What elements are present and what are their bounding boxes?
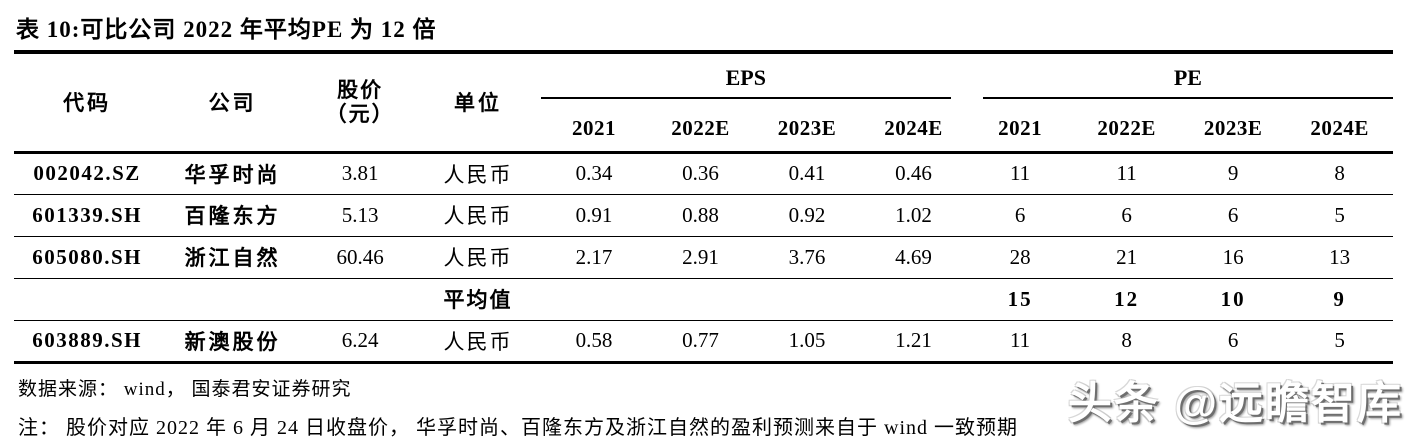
header-eps-2021: 2021 [540, 106, 648, 154]
cell-pe-2023e: 6 [1179, 320, 1287, 364]
cell-pe-2023e: 16 [1179, 236, 1287, 279]
cell-eps-2024e: 1.02 [860, 194, 967, 237]
header-eps-2022e: 2022E [647, 106, 754, 154]
cell-pe-2022e: 6 [1073, 194, 1180, 237]
cell-eps-2022e: 0.88 [647, 194, 754, 237]
group-header-pe: PE [967, 54, 1393, 106]
cell-code-empty [14, 278, 161, 321]
cell-pe-2024e: 13 [1286, 236, 1393, 279]
group-header-eps: EPS [540, 54, 967, 106]
group-label-eps: EPS [540, 65, 951, 99]
cell-eps-empty [647, 278, 754, 321]
cell-pe-2022e: 11 [1073, 152, 1180, 195]
header-code: 代码 [14, 54, 161, 154]
table-title: 表 10:可比公司 2022 年平均PE 为 12 倍 [14, 6, 1393, 54]
cell-code: 605080.SH [14, 236, 161, 279]
cell-unit: 人民币 [415, 320, 541, 364]
cell-pe-2022e: 21 [1073, 236, 1180, 279]
cell-eps-2023e: 0.92 [753, 194, 861, 237]
cell-eps-2021: 0.58 [540, 320, 648, 364]
cell-eps-empty [860, 278, 967, 321]
header-pe-2022e: 2022E [1073, 106, 1180, 154]
cell-pe-2022e: 8 [1073, 320, 1180, 364]
header-price: 股价 （元） [304, 54, 416, 154]
cell-unit: 人民币 [415, 194, 541, 237]
cell-eps-2021: 0.91 [540, 194, 648, 237]
cell-average-label: 平均值 [415, 278, 541, 321]
cell-pe-2021: 11 [966, 320, 1074, 364]
header-pe-2024e: 2024E [1286, 106, 1393, 154]
cell-company-empty [160, 278, 305, 321]
cell-pe-avg-2022e: 12 [1073, 278, 1180, 321]
cell-eps-2024e: 4.69 [860, 236, 967, 279]
cell-pe-2024e: 5 [1286, 194, 1393, 237]
header-price-line2: （元） [325, 102, 395, 127]
cell-price: 3.81 [304, 152, 416, 195]
cell-pe-2024e: 5 [1286, 320, 1393, 364]
table-row-huafu: 002042.SZ 华孚时尚 3.81 人民币 0.34 0.36 0.41 0… [14, 152, 1393, 195]
cell-pe-2021: 6 [966, 194, 1074, 237]
cell-price-empty [304, 278, 416, 321]
cell-eps-2021: 2.17 [540, 236, 648, 279]
cell-eps-empty [753, 278, 861, 321]
cell-eps-empty [540, 278, 648, 321]
cell-company: 新澳股份 [160, 320, 305, 364]
cell-eps-2022e: 0.77 [647, 320, 754, 364]
cell-company: 百隆东方 [160, 194, 305, 237]
table-row-xinao: 603889.SH 新澳股份 6.24 人民币 0.58 0.77 1.05 1… [14, 320, 1393, 364]
watermark-text: 头条 @远瞻智库 [1067, 379, 1403, 428]
cell-pe-avg-2021: 15 [966, 278, 1074, 321]
year-header-row: 2021 2022E 2023E 2024E 2021 2022E 2023E … [14, 106, 1393, 154]
cell-company: 浙江自然 [160, 236, 305, 279]
cell-pe-avg-2023e: 10 [1179, 278, 1287, 321]
table-row-average: 平均值 15 12 10 9 [14, 278, 1393, 321]
cell-pe-avg-2024e: 9 [1286, 278, 1393, 321]
cell-pe-2021: 11 [966, 152, 1074, 195]
cell-pe-2024e: 8 [1286, 152, 1393, 195]
cell-eps-2024e: 0.46 [860, 152, 967, 195]
cell-pe-2023e: 9 [1179, 152, 1287, 195]
cell-pe-2021: 28 [966, 236, 1074, 279]
header-pe-2023e: 2023E [1179, 106, 1287, 154]
header-pe-2021: 2021 [966, 106, 1074, 154]
cell-eps-2022e: 2.91 [647, 236, 754, 279]
cell-code: 603889.SH [14, 320, 161, 364]
comparable-companies-table: 代码 公司 股价 （元） 单位 EPS PE 2021 2022E [14, 54, 1393, 364]
header-eps-2024e: 2024E [860, 106, 967, 154]
group-label-pe: PE [982, 65, 1393, 99]
cell-eps-2023e: 3.76 [753, 236, 861, 279]
group-header-row: 代码 公司 股价 （元） 单位 EPS PE [14, 54, 1393, 154]
cell-eps-2024e: 1.21 [860, 320, 967, 364]
header-company: 公司 [160, 54, 305, 154]
cell-code: 601339.SH [14, 194, 161, 237]
table-row-bailong: 601339.SH 百隆东方 5.13 人民币 0.91 0.88 0.92 1… [14, 194, 1393, 237]
cell-unit: 人民币 [415, 152, 541, 195]
header-unit: 单位 [415, 54, 541, 154]
cell-code: 002042.SZ [14, 152, 161, 195]
cell-company: 华孚时尚 [160, 152, 305, 195]
cell-eps-2022e: 0.36 [647, 152, 754, 195]
header-eps-2023e: 2023E [753, 106, 861, 154]
cell-eps-2023e: 1.05 [753, 320, 861, 364]
cell-pe-2023e: 6 [1179, 194, 1287, 237]
cell-eps-2023e: 0.41 [753, 152, 861, 195]
table-row-zhejiang: 605080.SH 浙江自然 60.46 人民币 2.17 2.91 3.76 … [14, 236, 1393, 279]
header-price-line1: 股价 [337, 78, 384, 103]
cell-price: 60.46 [304, 236, 416, 279]
cell-eps-2021: 0.34 [540, 152, 648, 195]
cell-price: 5.13 [304, 194, 416, 237]
data-source-note: 数据来源： wind， 国泰君安证券研究 [18, 378, 352, 400]
cell-unit: 人民币 [415, 236, 541, 279]
cell-price: 6.24 [304, 320, 416, 364]
